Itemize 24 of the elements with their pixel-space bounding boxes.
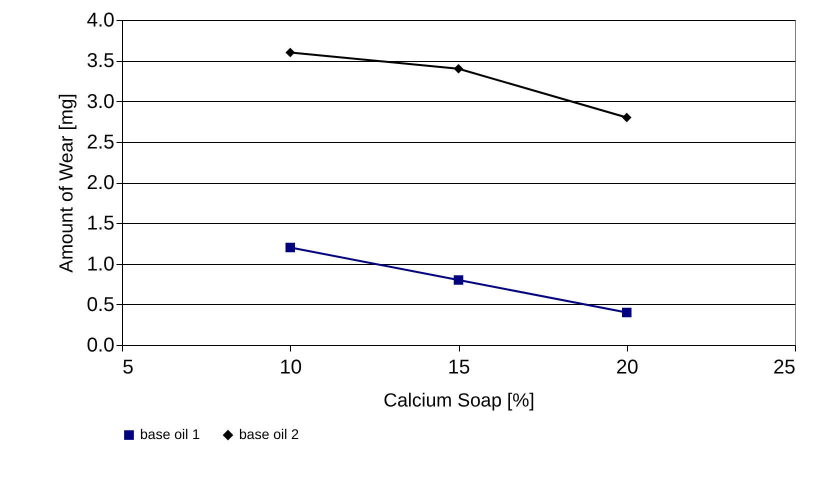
y-tick-label: 4.0 — [86, 10, 114, 32]
y-axis-title: Amount of Wear [mg] — [56, 93, 78, 273]
x-tick-label: 10 — [280, 356, 302, 378]
y-tick-label: 3.5 — [86, 50, 114, 72]
point — [622, 308, 632, 318]
y-tick-label: 1.0 — [86, 253, 114, 276]
legend-label: base oil 1 — [140, 426, 200, 442]
point — [454, 275, 464, 285]
x-axis-title: Calcium Soap [%] — [383, 390, 535, 412]
point — [622, 112, 632, 122]
legend-label: base oil 2 — [239, 426, 300, 442]
point — [286, 242, 295, 252]
y-tick-label: 2.0 — [86, 172, 114, 194]
x-tick-label: 20 — [616, 356, 638, 378]
y-tick-label: 3.0 — [86, 90, 114, 113]
y-tick-label: 1.5 — [86, 212, 114, 235]
point — [454, 64, 464, 74]
point — [286, 48, 295, 58]
y-tick-label: 2.5 — [86, 131, 114, 154]
y-tick-label: 0.0 — [86, 334, 114, 356]
y-tick-label: 0.5 — [86, 294, 114, 316]
x-tick-label: 25 — [773, 356, 796, 378]
x-tick-label: 5 — [122, 356, 134, 378]
x-tick-label: 15 — [448, 356, 470, 378]
